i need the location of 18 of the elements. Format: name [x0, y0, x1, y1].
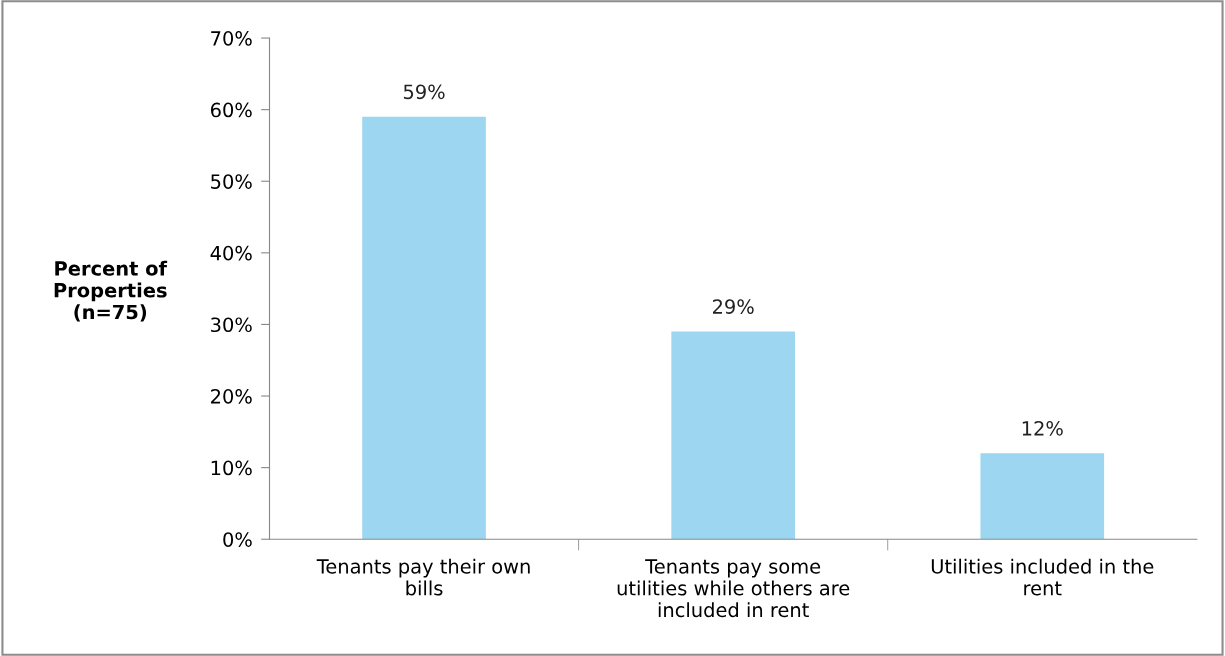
- y-tick-label: 70%: [211, 31, 252, 46]
- data-label: 12%: [1022, 420, 1063, 436]
- y-tick-label: 10%: [211, 460, 252, 476]
- y-tick-label: 50%: [211, 174, 252, 189]
- y-tick-label: 20%: [211, 388, 252, 404]
- y-tick-label: 40%: [210, 245, 252, 261]
- x-tick-label: Tenants pay some utilities while others are included in rent: [617, 559, 850, 618]
- bar: [362, 116, 486, 540]
- data-label: 59%: [403, 84, 445, 100]
- bar: [671, 331, 795, 540]
- y-tick-label: 60%: [210, 102, 252, 118]
- y-tick-label: 0%: [223, 532, 252, 547]
- y-axis-title: Percent of Properties (n=75): [54, 260, 168, 322]
- x-tick-label: Utilities included in the rent: [931, 558, 1154, 596]
- y-tick-label: 30%: [211, 317, 252, 333]
- data-label: 29%: [712, 299, 754, 314]
- bar: [980, 453, 1105, 540]
- x-tick-label: Tenants pay their own bills: [316, 558, 530, 596]
